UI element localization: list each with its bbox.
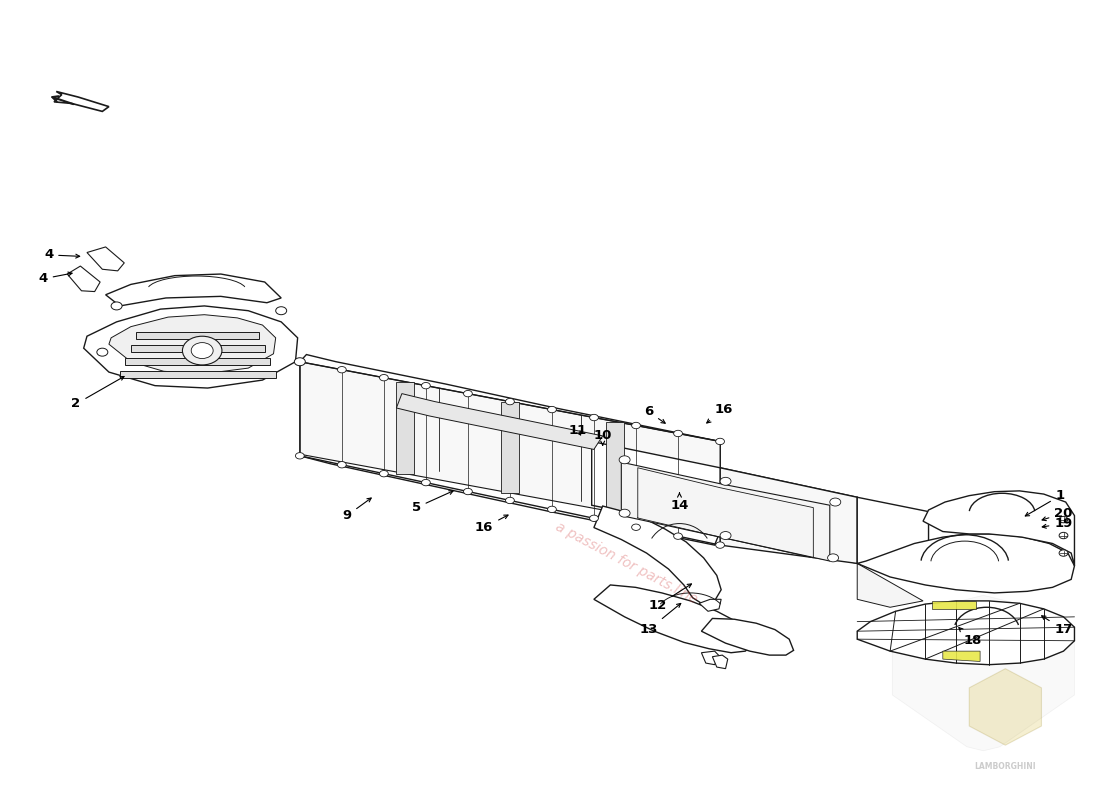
Circle shape: [827, 554, 838, 562]
Text: 14: 14: [670, 493, 689, 512]
Circle shape: [379, 470, 388, 477]
Circle shape: [720, 478, 732, 486]
Text: a passion for parts.line: a passion for parts.line: [553, 520, 701, 607]
Circle shape: [631, 422, 640, 429]
Polygon shape: [857, 534, 1075, 593]
Polygon shape: [131, 345, 265, 352]
Circle shape: [276, 306, 287, 314]
Text: 6: 6: [645, 406, 665, 423]
Polygon shape: [713, 655, 728, 669]
Circle shape: [619, 456, 630, 464]
Circle shape: [631, 524, 640, 530]
Polygon shape: [892, 595, 1075, 750]
Text: 11: 11: [569, 424, 586, 437]
Polygon shape: [109, 314, 276, 374]
Polygon shape: [502, 402, 519, 493]
Text: 9: 9: [342, 498, 371, 522]
Polygon shape: [396, 382, 414, 474]
Circle shape: [720, 531, 732, 539]
Circle shape: [338, 366, 346, 373]
Polygon shape: [125, 358, 271, 365]
Polygon shape: [300, 354, 720, 545]
Circle shape: [1059, 532, 1068, 538]
Circle shape: [183, 336, 222, 365]
Circle shape: [1059, 516, 1068, 522]
Circle shape: [463, 390, 472, 397]
Polygon shape: [84, 306, 298, 388]
Text: 16: 16: [475, 515, 508, 534]
Circle shape: [673, 430, 682, 437]
Circle shape: [673, 533, 682, 539]
Polygon shape: [700, 599, 722, 611]
Polygon shape: [120, 370, 276, 378]
Polygon shape: [720, 468, 857, 563]
Polygon shape: [923, 491, 1075, 566]
Text: 2: 2: [72, 377, 124, 410]
Polygon shape: [702, 651, 721, 665]
Circle shape: [421, 479, 430, 486]
Circle shape: [338, 462, 346, 468]
Polygon shape: [300, 362, 720, 531]
Circle shape: [590, 414, 598, 421]
Polygon shape: [592, 442, 857, 563]
Polygon shape: [396, 394, 603, 450]
Circle shape: [111, 302, 122, 310]
Polygon shape: [943, 651, 980, 662]
Polygon shape: [87, 247, 124, 271]
Circle shape: [296, 453, 305, 459]
Text: 17: 17: [1042, 616, 1072, 636]
Polygon shape: [136, 332, 260, 339]
Circle shape: [506, 498, 515, 504]
Circle shape: [829, 498, 840, 506]
Circle shape: [590, 515, 598, 522]
Polygon shape: [969, 669, 1042, 745]
Polygon shape: [67, 266, 100, 291]
Circle shape: [1059, 550, 1068, 556]
Circle shape: [97, 348, 108, 356]
Circle shape: [191, 342, 213, 358]
Polygon shape: [932, 601, 976, 609]
Circle shape: [296, 358, 305, 365]
Text: 5: 5: [411, 490, 453, 514]
Text: 4: 4: [44, 249, 79, 262]
Circle shape: [548, 506, 557, 513]
Polygon shape: [54, 91, 109, 111]
Circle shape: [379, 374, 388, 381]
Circle shape: [619, 510, 630, 517]
Circle shape: [463, 488, 472, 494]
Circle shape: [421, 382, 430, 389]
Polygon shape: [857, 498, 928, 585]
Text: 12: 12: [648, 584, 692, 612]
Text: 4: 4: [39, 272, 73, 286]
Circle shape: [548, 406, 557, 413]
Polygon shape: [594, 585, 754, 653]
Text: 18: 18: [959, 628, 981, 647]
Text: 10: 10: [594, 430, 612, 446]
Text: 13: 13: [639, 603, 681, 636]
Text: 16: 16: [706, 403, 733, 423]
Polygon shape: [621, 462, 829, 561]
Polygon shape: [106, 274, 282, 306]
Text: 1: 1: [1025, 489, 1065, 516]
Text: 19: 19: [1042, 517, 1072, 530]
Polygon shape: [702, 618, 793, 655]
Text: 20: 20: [1042, 506, 1072, 521]
Polygon shape: [594, 506, 722, 603]
Circle shape: [716, 542, 725, 548]
Text: LAMBORGHINI: LAMBORGHINI: [975, 762, 1036, 771]
Polygon shape: [606, 422, 624, 512]
Polygon shape: [857, 601, 1075, 665]
Circle shape: [716, 438, 725, 445]
Polygon shape: [857, 563, 923, 607]
Circle shape: [295, 358, 306, 366]
Circle shape: [506, 398, 515, 405]
